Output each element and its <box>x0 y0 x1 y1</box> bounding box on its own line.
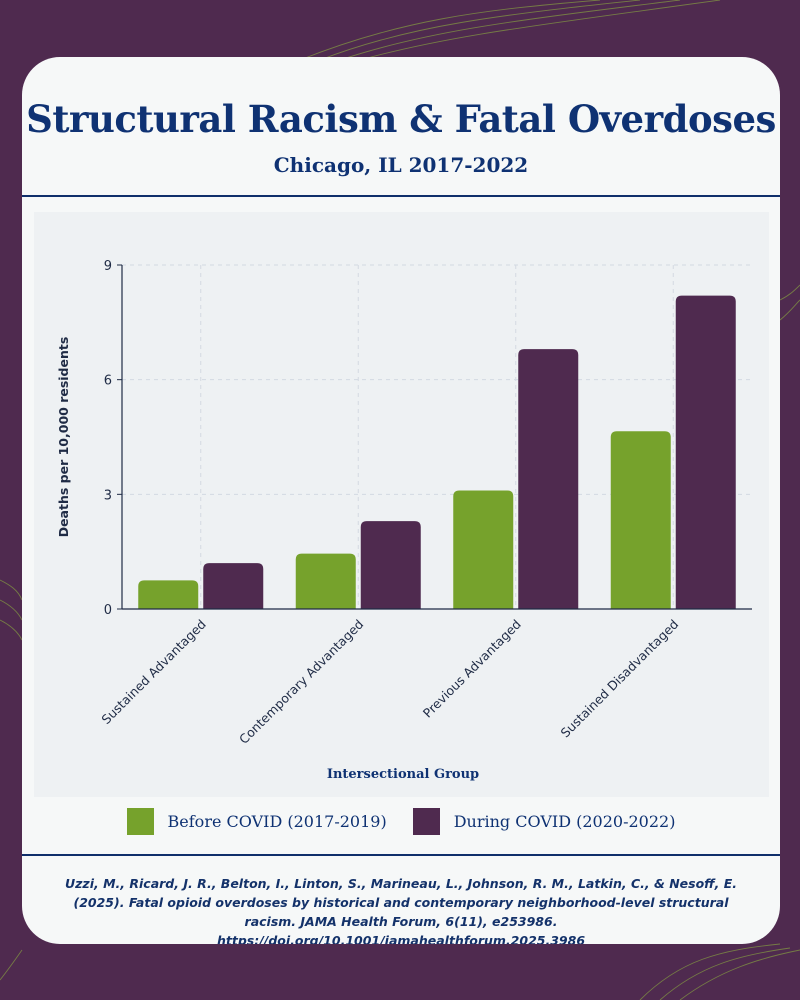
citation-text: Uzzi, M., Ricard, J. R., Belton, I., Lin… <box>65 876 737 929</box>
header-divider <box>22 195 780 197</box>
bar-before-covid <box>138 580 199 609</box>
bar-before-covid <box>610 431 671 609</box>
bar-during-covid <box>518 349 579 609</box>
infographic-card: Structural Racism & Fatal Overdoses Chic… <box>22 57 780 944</box>
x-axis-label: Intersectional Group <box>327 767 479 782</box>
y-axis-label: Deaths per 10,000 residents <box>56 337 71 538</box>
legend-item-before-covid: Before COVID (2017-2019) <box>126 807 387 835</box>
page-title: Structural Racism & Fatal Overdoses <box>26 97 776 141</box>
y-tick-label: 9 <box>104 259 112 274</box>
y-tick-label: 3 <box>104 488 112 503</box>
legend-swatch-during-covid <box>412 807 440 835</box>
chart-legend: Before COVID (2017-2019) During COVID (2… <box>22 807 780 835</box>
bar-before-covid <box>453 490 514 609</box>
y-tick-label: 0 <box>104 603 112 618</box>
citation: Uzzi, M., Ricard, J. R., Belton, I., Lin… <box>62 874 740 944</box>
legend-swatch-before-covid <box>126 807 154 835</box>
legend-label-during-covid: During COVID (2020-2022) <box>453 811 676 831</box>
legend-label-before-covid: Before COVID (2017-2019) <box>167 811 387 831</box>
legend-item-during-covid: During COVID (2020-2022) <box>412 807 676 835</box>
footer-divider <box>22 854 780 856</box>
bar-before-covid <box>295 553 356 609</box>
bar-during-covid <box>360 521 421 609</box>
page-subtitle: Chicago, IL 2017-2022 <box>273 153 529 177</box>
bar-during-covid <box>203 563 264 609</box>
citation-doi-link[interactable]: https://doi.org/10.1001/jamahealthforum.… <box>216 933 586 944</box>
y-tick-label: 6 <box>104 374 112 389</box>
bar-during-covid <box>675 295 736 609</box>
